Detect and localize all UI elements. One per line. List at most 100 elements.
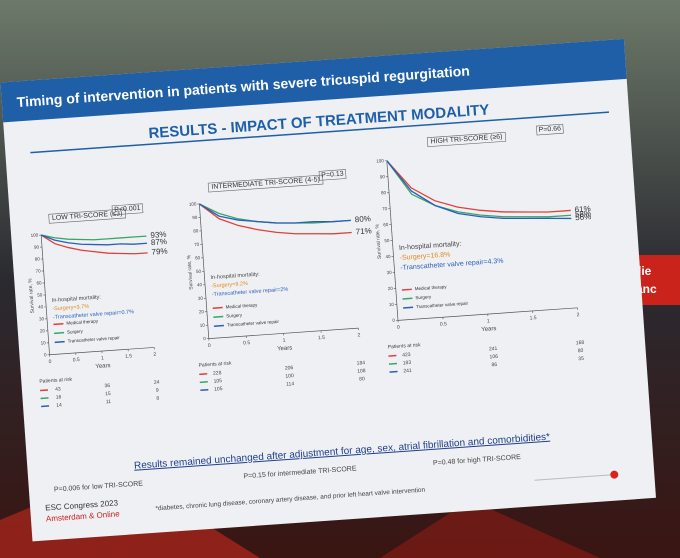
risk-count: 100 xyxy=(285,373,294,380)
y-tick-label: 70 xyxy=(382,206,388,211)
risk-swatch xyxy=(389,370,398,373)
x-tick-label: 2 xyxy=(357,332,360,338)
y-tick-label: 80 xyxy=(193,228,199,233)
header-band xyxy=(0,38,627,123)
x-tick-label: 0 xyxy=(48,359,51,365)
y-tick-label: 0 xyxy=(44,352,47,357)
survival-curve xyxy=(40,234,148,255)
x-tick-label: 1 xyxy=(487,318,490,324)
mortality-title: In-hospital mortality: xyxy=(210,272,260,281)
legend-swatch xyxy=(403,306,414,309)
legend-swatch xyxy=(54,340,65,344)
x-tick-label: 0 xyxy=(208,343,211,349)
y-axis-label: Survival rate, % xyxy=(375,223,383,259)
y-tick-label: 80 xyxy=(35,256,41,261)
risk-count: 36 xyxy=(104,383,110,389)
y-tick-label: 70 xyxy=(35,268,41,273)
risk-count: 106 xyxy=(489,354,498,361)
subtitle-rule xyxy=(30,111,610,154)
y-tick-label: 30 xyxy=(198,296,204,301)
y-tick-label: 90 xyxy=(34,244,40,249)
x-tick-label: 1.5 xyxy=(318,335,326,341)
x-axis-label: Years xyxy=(95,363,111,370)
risk-swatch xyxy=(199,381,208,384)
risk-swatch xyxy=(39,389,49,392)
panel-title-box xyxy=(207,174,324,193)
risk-count: 105 xyxy=(213,378,222,385)
legend-swatch xyxy=(213,324,224,327)
end-label: 56% xyxy=(575,212,592,222)
p-value-box xyxy=(536,123,564,136)
panel-title: LOW TRI-SCORE (≤3) xyxy=(52,210,123,222)
y-tick-label: 20 xyxy=(388,286,394,291)
risk-count: 8 xyxy=(156,396,159,402)
x-tick-label: 2 xyxy=(153,352,156,358)
end-label: 93% xyxy=(150,230,167,240)
p-value-box xyxy=(318,169,347,181)
y-tick-label: 40 xyxy=(38,304,44,309)
x-tick-label: 1.5 xyxy=(125,353,133,359)
x-tick-label: 1 xyxy=(283,338,286,344)
y-tick-label: 50 xyxy=(384,238,390,243)
risk-table-label: Patients at risk xyxy=(39,377,73,385)
risk-swatch xyxy=(388,354,397,357)
p-value: P=0.13 xyxy=(321,171,344,180)
end-label: 61% xyxy=(574,204,591,214)
survival-curve xyxy=(386,160,571,213)
y-tick-label: 90 xyxy=(192,215,198,220)
risk-count: 423 xyxy=(402,352,411,359)
risk-count: 80 xyxy=(359,376,365,382)
end-label: 79% xyxy=(151,247,168,257)
risk-count: 86 xyxy=(491,362,497,368)
end-label: 58% xyxy=(575,209,592,219)
panel-title-box xyxy=(426,131,507,148)
p-value: P<0.001 xyxy=(114,205,141,214)
x-tick-label: 0.5 xyxy=(440,321,448,327)
risk-count: 15 xyxy=(105,391,111,397)
legend-label: Surgery xyxy=(226,312,243,318)
risk-count: 241 xyxy=(489,346,498,353)
risk-table-label: Patients at risk xyxy=(388,342,422,350)
y-tick-label: 100 xyxy=(189,201,197,207)
risk-count: 24 xyxy=(154,379,160,385)
legend-swatch xyxy=(213,315,224,318)
risk-count: 168 xyxy=(576,340,585,347)
legend-label: Medical therapy xyxy=(225,302,258,309)
survival-curve xyxy=(41,234,147,241)
risk-count: 184 xyxy=(357,360,366,367)
progress-dot xyxy=(610,470,619,479)
risk-count: 35 xyxy=(578,356,584,362)
end-label: 71% xyxy=(355,226,372,236)
mortality-item: -Transcatheter valve repair=2% xyxy=(212,287,289,298)
risk-count: 43 xyxy=(55,386,61,392)
slide: Timing of intervention in patients with … xyxy=(0,38,656,542)
y-tick-label: 50 xyxy=(37,292,43,297)
p-value: P=0.66 xyxy=(538,125,561,134)
mortality-title: In-hospital mortality: xyxy=(52,294,102,303)
y-tick-label: 40 xyxy=(197,282,203,287)
end-label: 80% xyxy=(355,214,372,224)
survival-curve xyxy=(198,203,352,235)
legend-label: Transcatheter valve repair xyxy=(416,301,469,310)
survival-curve xyxy=(386,160,572,220)
x-tick-label: 1.5 xyxy=(529,315,537,321)
risk-table-label: Patients at risk xyxy=(198,360,232,368)
y-axis-label: Survival rate, % xyxy=(186,254,194,290)
legend-swatch xyxy=(53,331,65,335)
y-tick-label: 70 xyxy=(194,242,200,247)
risk-swatch xyxy=(41,405,50,408)
risk-swatch xyxy=(199,373,208,376)
y-tick-label: 30 xyxy=(39,316,45,321)
risk-count: 241 xyxy=(403,368,412,375)
y-tick-label: 30 xyxy=(386,270,392,275)
survival-curve xyxy=(199,203,351,224)
legend-label: Medical therapy xyxy=(66,318,99,325)
risk-swatch xyxy=(200,389,209,392)
risk-count: 228 xyxy=(213,370,222,377)
y-tick-label: 90 xyxy=(380,174,386,179)
end-label: 87% xyxy=(151,237,168,247)
panel-title-box xyxy=(48,208,127,224)
y-tick-label: 60 xyxy=(36,280,42,285)
y-tick-label: 40 xyxy=(385,254,391,259)
